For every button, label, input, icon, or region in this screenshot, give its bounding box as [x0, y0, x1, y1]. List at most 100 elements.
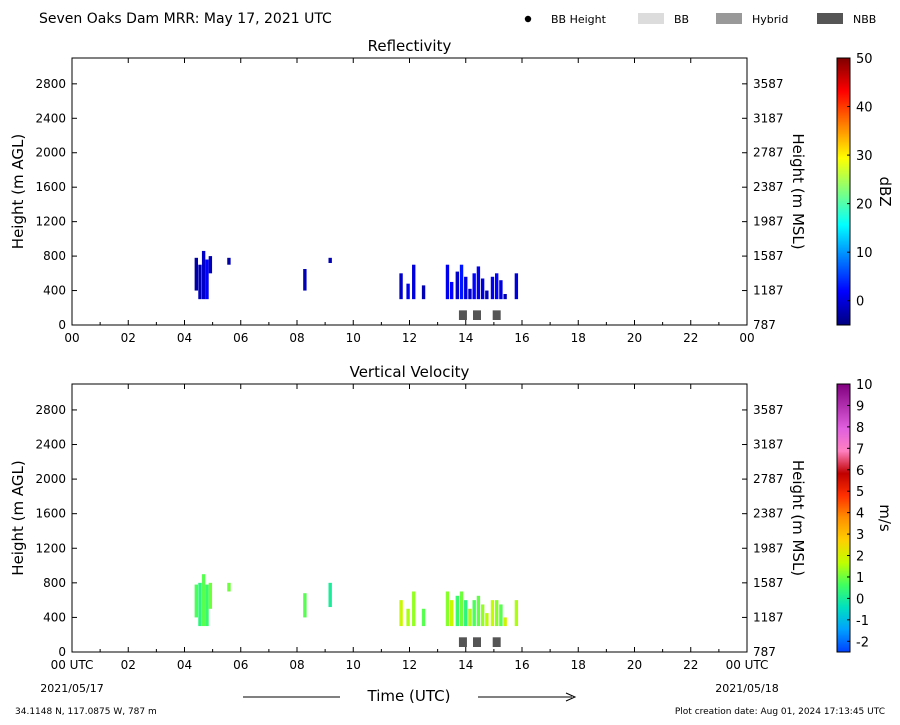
x-tick-label: 04: [177, 331, 192, 345]
legend-bb-height-marker: [524, 15, 532, 23]
colorbar-label: m/s: [876, 504, 894, 532]
legend-swatch-nbb: [817, 13, 843, 24]
nbb-marker: [473, 637, 481, 647]
data-band: [499, 604, 503, 627]
y-right-tick-label: 1187: [753, 284, 784, 298]
y-tick-label: 1200: [35, 215, 66, 229]
nbb-marker: [458, 637, 467, 647]
x-tick-label: 22: [683, 331, 698, 345]
y-right-tick-label: 1187: [753, 610, 784, 624]
x-tick-label: 20: [627, 658, 642, 672]
y-tick-label: 800: [43, 576, 66, 590]
data-band: [485, 290, 489, 300]
data-band: [406, 608, 410, 627]
panel-title: Vertical Velocity: [350, 363, 470, 381]
data-band: [201, 574, 206, 627]
data-band: [198, 582, 202, 627]
colorbar-tick-label: 9: [856, 399, 864, 414]
data-band: [399, 273, 403, 300]
legend-swatch-bb: [638, 13, 664, 24]
y-right-tick-label: 3187: [753, 438, 784, 452]
data-band: [459, 264, 464, 300]
data-band: [490, 600, 495, 627]
colorbar-tick-label: 5: [856, 485, 864, 500]
y-tick-label: 0: [58, 318, 66, 332]
nbb-marker: [473, 310, 481, 320]
y-right-tick-label: 2387: [753, 180, 784, 194]
panel-title: Reflectivity: [368, 37, 452, 55]
x-axis-label: Time (UTC): [367, 687, 451, 705]
data-band: [455, 595, 459, 627]
x-tick-label: 04: [177, 658, 192, 672]
nbb-marker: [492, 310, 501, 320]
colorbar-tick-label: 1: [856, 571, 864, 586]
legend-label: BB Height: [551, 13, 607, 26]
plot-creation-date: Plot creation date: Aug 01, 2024 17:13:4…: [675, 707, 885, 717]
data-band: [328, 257, 332, 263]
x-tick-label: 16: [514, 658, 529, 672]
x-tick-label: 22: [683, 658, 698, 672]
data-band: [412, 264, 416, 300]
y-tick-label: 2400: [35, 111, 66, 125]
y-right-tick-label: 787: [753, 318, 776, 332]
data-band: [445, 264, 450, 300]
data-band: [459, 591, 464, 627]
data-band: [450, 281, 454, 300]
y-right-tick-label: 2787: [753, 146, 784, 160]
colorbar-tick-label: 0: [856, 592, 864, 607]
y-tick-label: 2000: [35, 146, 66, 160]
x-tick-label: 16: [514, 331, 529, 345]
data-band: [485, 613, 489, 627]
x-tick-label: 12: [402, 658, 417, 672]
x-tick-label: 14: [458, 658, 473, 672]
x-tick-label: 18: [571, 331, 586, 345]
data-band: [514, 600, 519, 627]
data-band: [399, 600, 403, 627]
data-band: [205, 259, 209, 300]
y-right-tick-label: 1587: [753, 249, 784, 263]
x-tick-label: 06: [233, 331, 248, 345]
colorbar-tick-label: 0: [856, 295, 864, 310]
station-coordinates: 34.1148 N, 117.0875 W, 787 m: [15, 707, 157, 717]
data-band: [503, 293, 507, 300]
data-band: [495, 273, 499, 300]
data-band: [303, 593, 307, 618]
x-tick-label: 08: [289, 331, 304, 345]
nbb-marker: [458, 310, 467, 320]
x-tick-label: 18: [571, 658, 586, 672]
y-right-tick-label: 1587: [753, 576, 784, 590]
data-band: [468, 288, 472, 300]
legend-label: NBB: [853, 13, 876, 26]
x-tick-label: 02: [121, 658, 136, 672]
legend-label: Hybrid: [752, 13, 788, 26]
colorbar-tick-label: 40: [856, 101, 873, 116]
colorbar-tick-label: -2: [856, 635, 869, 650]
data-band: [194, 257, 198, 291]
data-band: [472, 273, 476, 300]
y-right-tick-label: 3187: [753, 111, 784, 125]
colorbar-tick-label: 6: [856, 464, 864, 479]
colorbar-tick-label: 3: [856, 528, 864, 543]
y-right-tick-label: 787: [753, 645, 776, 659]
header-legend: BB Height BB Hybrid NBB: [524, 13, 876, 26]
y-axis-label: Height (m AGL): [9, 460, 27, 575]
y-axis-label: Height (m AGL): [9, 134, 27, 249]
data-band: [499, 280, 503, 300]
data-band: [205, 584, 209, 627]
colorbar-tick-label: 4: [856, 507, 864, 522]
plot-area: [72, 384, 747, 652]
data-band: [464, 276, 468, 300]
y-tick-label: 2000: [35, 472, 66, 486]
colorbar-tick-label: 50: [856, 52, 873, 67]
colorbar-tick-label: 10: [856, 246, 873, 261]
data-band: [303, 269, 307, 291]
data-band: [208, 582, 213, 609]
y-tick-label: 1600: [35, 180, 66, 194]
data-band: [412, 591, 416, 627]
data-band: [445, 591, 450, 627]
data-band: [406, 283, 410, 300]
y-right-axis-label: Height (m MSL): [789, 133, 807, 249]
